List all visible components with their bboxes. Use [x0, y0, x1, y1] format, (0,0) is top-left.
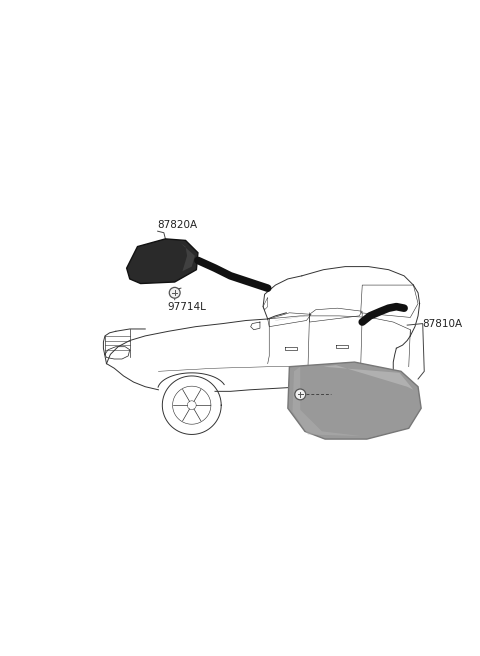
Polygon shape: [288, 362, 421, 439]
Text: 97714L: 97714L: [331, 388, 370, 398]
Polygon shape: [127, 239, 198, 283]
Text: 87810A: 87810A: [423, 319, 463, 329]
Polygon shape: [324, 365, 413, 390]
Text: 97714L: 97714L: [167, 302, 206, 312]
Polygon shape: [181, 243, 195, 271]
Text: 87820A: 87820A: [157, 220, 198, 230]
Circle shape: [169, 287, 180, 298]
Polygon shape: [292, 367, 360, 436]
Circle shape: [295, 389, 306, 400]
